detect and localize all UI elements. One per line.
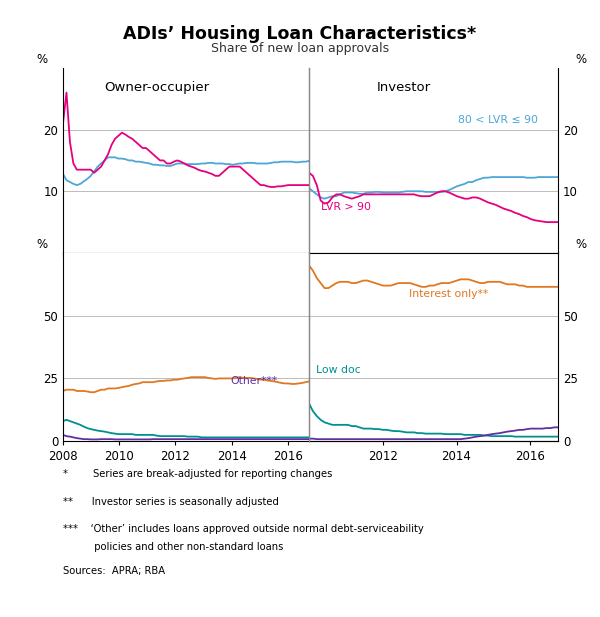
Text: Share of new loan approvals: Share of new loan approvals [211,42,389,55]
Text: *        Series are break-adjusted for reporting changes: * Series are break-adjusted for reportin… [63,469,332,479]
Text: %: % [575,238,587,251]
Text: 80 < LVR ≤ 90: 80 < LVR ≤ 90 [458,115,538,125]
Text: %: % [36,238,47,251]
Text: LVR > 90: LVR > 90 [322,202,371,212]
Text: %: % [575,53,587,66]
Text: Investor: Investor [377,81,431,94]
Text: Owner-occupier: Owner-occupier [104,81,209,94]
Text: %: % [36,53,47,66]
Text: Sources:  APRA; RBA: Sources: APRA; RBA [63,566,165,576]
Text: **      Investor series is seasonally adjusted: ** Investor series is seasonally adjuste… [63,497,279,507]
Text: Interest only**: Interest only** [409,289,488,299]
Text: Other***: Other*** [230,376,277,386]
Text: ***    ‘Other’ includes loans approved outside normal debt-serviceability: *** ‘Other’ includes loans approved outs… [63,524,424,534]
Text: Low doc: Low doc [316,365,361,375]
Text: ADIs’ Housing Loan Characteristics*: ADIs’ Housing Loan Characteristics* [124,25,476,43]
Text: policies and other non-standard loans: policies and other non-standard loans [63,542,283,552]
